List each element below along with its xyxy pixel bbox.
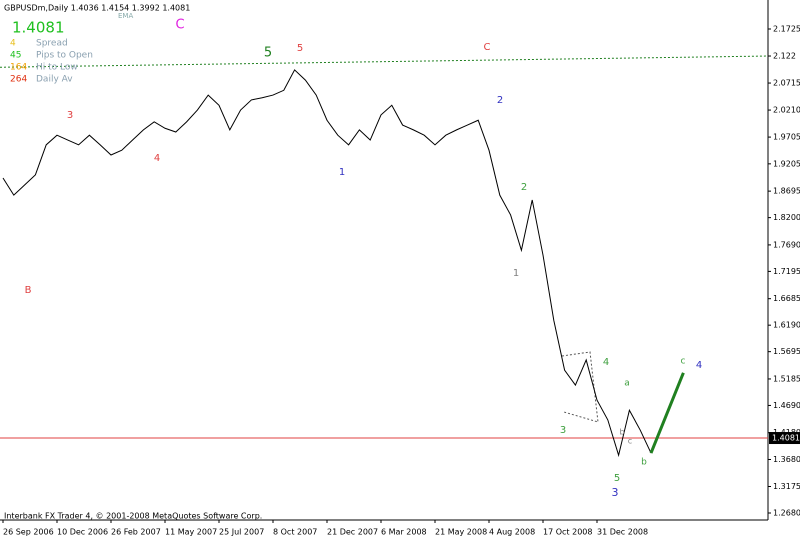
- wave-label: C: [175, 18, 184, 33]
- x-tick-label: 21 Dec 2007: [327, 528, 378, 537]
- wave-label: c: [628, 437, 632, 446]
- wave-label: 1: [339, 167, 345, 178]
- wave-label: 4: [696, 360, 702, 371]
- y-tick-label: 1.7690: [773, 240, 800, 249]
- x-tick-label: 21 May 2008: [435, 528, 487, 537]
- info-value: 264: [10, 75, 27, 85]
- wave-label: 1: [513, 268, 519, 279]
- x-tick-label: 6 Mar 2008: [381, 528, 427, 537]
- last-price-box: [769, 432, 800, 445]
- wave-label: 5: [297, 43, 303, 54]
- wave-label: 5: [264, 46, 272, 61]
- x-tick-label: 4 Aug 2008: [489, 528, 535, 537]
- x-tick-label: 17 Oct 2008: [543, 528, 592, 537]
- wave-label: B: [25, 285, 32, 296]
- wave-label: 3: [560, 425, 566, 436]
- trendline: [0, 55, 769, 68]
- y-tick-label: 1.8200: [773, 213, 800, 222]
- y-tick-label: 1.6685: [773, 294, 800, 303]
- footer: Interbank FX Trader 4, © 2001-2008 MetaQ…: [4, 512, 262, 521]
- wave-label: b: [619, 428, 624, 437]
- wave-label: C: [484, 42, 491, 53]
- x-tick-label: 26 Feb 2007: [111, 528, 161, 537]
- info-value: 164: [10, 63, 27, 73]
- y-tick-label: 1.2680: [773, 508, 800, 517]
- triangle-guide: [561, 351, 599, 423]
- wave-label: 2: [497, 95, 503, 106]
- y-tick-label: 1.8695: [773, 187, 800, 196]
- info-value: 45: [10, 51, 21, 61]
- indicator-label: EMA: [118, 12, 133, 20]
- price-text: 1.4081: [12, 19, 65, 37]
- y-tick-label: 1.3680: [773, 455, 800, 464]
- wave-label: 2: [521, 182, 527, 193]
- wave-label: 4: [603, 357, 609, 368]
- y-tick-label: 1.5695: [773, 347, 800, 356]
- x-tick-label: 11 May 2007: [165, 528, 217, 537]
- y-tick-label: 1.9705: [773, 133, 800, 142]
- y-tick-label: 2.0210: [773, 106, 800, 115]
- info-label: Daily Av: [36, 75, 73, 85]
- info-label: Pips to Open: [36, 51, 93, 61]
- y-tick-label: 2.1725: [773, 25, 800, 34]
- y-tick-label: 1.3175: [773, 482, 800, 491]
- x-tick-label: 26 Sep 2006: [3, 528, 54, 537]
- info-label: Hi to Low: [36, 63, 78, 73]
- wave-label: c: [681, 357, 686, 367]
- y-tick-label: 1.9205: [773, 159, 800, 168]
- info-label: Spread: [36, 39, 68, 49]
- y-tick-label: 1.6190: [773, 321, 800, 330]
- wave-label: 3: [67, 110, 73, 121]
- chart-header: GBPUSDm,Daily 1.4036 1.4154 1.3992 1.408…: [4, 4, 190, 13]
- x-tick-label: 25 Jul 2007: [219, 528, 264, 537]
- y-tick-label: 2.0715: [773, 79, 800, 88]
- x-tick-label: 10 Dec 2006: [57, 528, 108, 537]
- y-tick-label: 1.4690: [773, 401, 800, 410]
- wave-label: 5: [614, 473, 620, 484]
- wave-label: a: [624, 379, 630, 389]
- price-line: [649, 372, 685, 454]
- wave-label: b: [641, 458, 647, 468]
- price-line: [2, 69, 652, 458]
- y-tick-label: 2.122: [773, 52, 796, 61]
- last-price-label: 1.4081: [772, 434, 800, 443]
- wave-label: 3: [612, 486, 619, 499]
- x-tick-label: 31 Dec 2008: [597, 528, 648, 537]
- info-value: 4: [10, 39, 16, 49]
- x-tick-label: 8 Oct 2007: [273, 528, 317, 537]
- y-tick-label: 1.5185: [773, 374, 800, 383]
- y-tick-label: 1.7195: [773, 267, 800, 276]
- wave-label: 4: [154, 153, 160, 164]
